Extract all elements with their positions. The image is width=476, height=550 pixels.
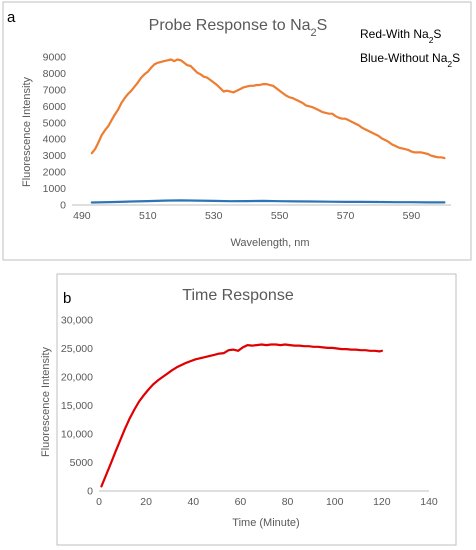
chart-a-y-tick-label: 5000 — [43, 117, 67, 129]
chart-b-y-tick-label: 25,000 — [61, 343, 93, 355]
chart-a-series-line-0 — [90, 58, 446, 160]
chart-b-y-tick-label: 5000 — [70, 457, 94, 469]
chart-a-y-tick-label: 6000 — [43, 101, 67, 113]
chart-b-x-tick-label: 140 — [420, 496, 438, 508]
chart-b-x-tick-label: 80 — [282, 496, 294, 508]
chart-panel-b: b Time Response Fluorescence Intensity T… — [40, 273, 457, 546]
chart-a-x-tick-label: 550 — [271, 210, 289, 222]
chart-a-x-axis-title: Wavelength, nm — [230, 237, 309, 249]
chart-b-x-tick-label: 120 — [373, 496, 391, 508]
chart-a-x-tick-label: 570 — [337, 210, 355, 222]
chart-a-x-tick-label: 510 — [139, 210, 157, 222]
chart-b-y-tick-label: 30,000 — [61, 315, 93, 327]
chart-b-plot-area — [100, 343, 383, 488]
chart-b-ticks: 0 5000 10,000 15,000 20,000 25,000 30,000 0 20 40… — [61, 315, 438, 509]
chart-b-y-tick-label: 0 — [87, 486, 93, 498]
chart-a-y-tick-label: 0 — [60, 200, 66, 212]
chart-b-x-tick-label: 100 — [326, 496, 344, 508]
chart-a-y-tick-label: 8000 — [43, 68, 67, 80]
chart-a-y-axis-title: Fluorescence Intensity — [21, 76, 33, 187]
chart-a-panel-label: a — [7, 9, 16, 26]
chart-a-x-tick-label: 590 — [403, 210, 421, 222]
chart-b-x-axis-title: Time (Minute) — [232, 517, 299, 529]
chart-panel-a: a Probe Response to Na2S Red-With Na2S B… — [2, 1, 472, 261]
chart-b-frame — [56, 273, 457, 546]
chart-a-legend-entry-without: Blue-Without Na2S — [360, 51, 460, 69]
chart-b-panel-label: b — [63, 290, 71, 307]
chart-a-x-tick-label: 530 — [205, 210, 223, 222]
chart-b-y-tick-label: 10,000 — [61, 429, 93, 441]
chart-b-y-axis-title: Fluorescence Intensity — [40, 346, 52, 457]
chart-a-ticks: 0 1000 2000 3000 4000 5000 6000 7000 8000 9000 490… — [43, 52, 451, 222]
chart-a-y-tick-label: 3000 — [43, 150, 67, 162]
chart-b-x-tick-label: 20 — [140, 496, 152, 508]
chart-a-y-tick-label: 7000 — [43, 84, 67, 96]
chart-b-y-tick-label: 20,000 — [61, 372, 93, 384]
chart-a-y-tick-label: 4000 — [43, 134, 67, 146]
chart-a-frame — [2, 1, 472, 261]
chart-b-title: Time Response — [182, 287, 294, 304]
chart-a-y-tick-label: 1000 — [43, 183, 67, 195]
chart-a-series-line-1 — [90, 199, 446, 204]
chart-b-x-tick-label: 40 — [187, 496, 199, 508]
chart-a-title: Probe Response to Na2S — [149, 17, 328, 39]
chart-a-x-tick-label: 490 — [73, 210, 91, 222]
chart-b-y-tick-label: 15,000 — [61, 400, 93, 412]
chart-b-x-tick-label: 0 — [96, 496, 102, 508]
chart-a-y-tick-label: 2000 — [43, 167, 67, 179]
chart-a-y-tick-label: 9000 — [43, 52, 67, 64]
chart-a-plot-area — [90, 58, 446, 204]
chart-a-legend-entry-with: Red-With Na2S — [360, 27, 441, 45]
chart-b-series-line-0 — [100, 343, 383, 488]
chart-b-x-tick-label: 60 — [235, 496, 247, 508]
